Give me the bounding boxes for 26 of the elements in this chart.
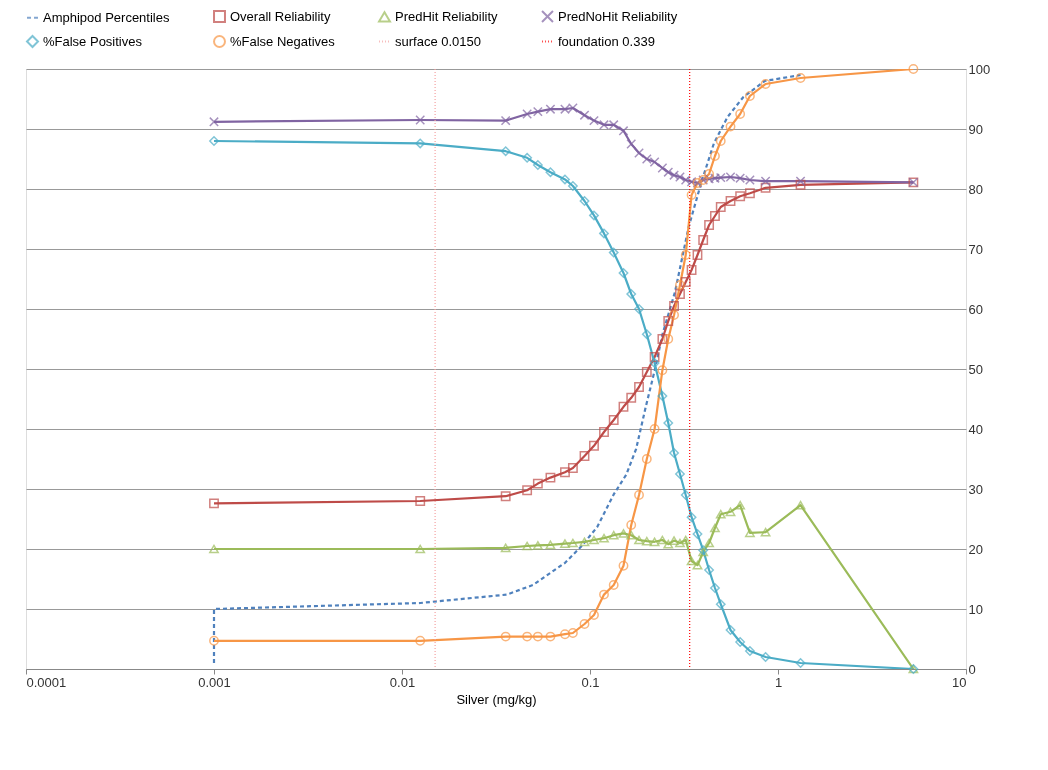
x-tick-label: 1 — [774, 674, 783, 690]
x-tick-label: 10 — [952, 674, 967, 690]
legend-label: %False Positives — [43, 33, 143, 49]
y-tick-label: 100 — [968, 61, 991, 77]
x-axis-title: Silver (mg/kg) — [456, 691, 537, 707]
legend-label: %False Negatives — [230, 33, 336, 49]
y-tick-label: 40 — [968, 421, 983, 437]
y-tick-label: 90 — [968, 121, 983, 137]
x-tick-label: 0.1 — [581, 674, 600, 690]
y-tick-label: 20 — [968, 541, 983, 557]
legend-label: Amphipod Percentiles — [43, 9, 170, 25]
ref-line-label: surface 0.0150 — [395, 33, 482, 49]
y-tick-label: 10 — [968, 601, 983, 617]
x-tick-label: 0.01 — [389, 674, 416, 690]
y-tick-label: 80 — [968, 181, 983, 197]
legend-label: foundation 0.339 — [558, 33, 655, 49]
y-tick-label: 0 — [968, 661, 976, 677]
y-tick-label: 70 — [968, 241, 983, 257]
y-tick-label: 60 — [968, 301, 983, 317]
y-tick-label: 30 — [968, 481, 983, 497]
legend-label: Overall Reliability — [230, 8, 331, 24]
legend-label: PredNoHit Reliability — [558, 8, 678, 24]
legend-label: PredHit Reliability — [395, 8, 499, 24]
x-tick-label: 0.0001 — [26, 674, 67, 690]
y-tick-label: 50 — [968, 361, 983, 377]
x-tick-label: 0.001 — [198, 674, 231, 690]
